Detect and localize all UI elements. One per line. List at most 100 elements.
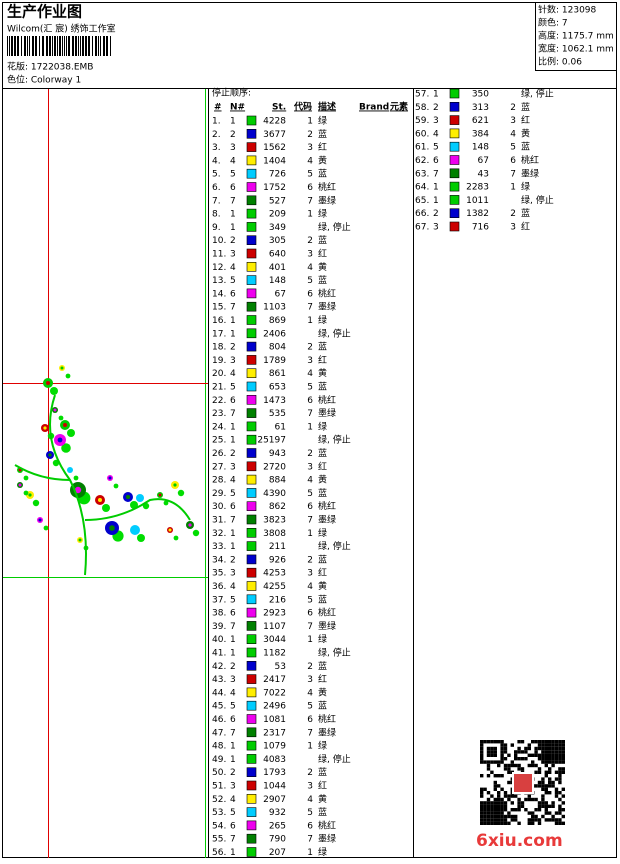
qr-cell <box>534 746 538 751</box>
color-description: 红 <box>318 248 327 260</box>
qr-cell <box>490 808 494 812</box>
stitch-count: 2496 <box>263 702 286 712</box>
qr-cell <box>537 808 542 812</box>
qr-cell <box>544 770 548 774</box>
color-code: 5 <box>307 383 313 393</box>
stop-number: 59. <box>415 116 429 126</box>
color-swatch <box>449 221 460 232</box>
flower-center <box>74 486 82 494</box>
qr-cell <box>490 801 494 805</box>
needle-number: 7 <box>230 835 236 845</box>
stop-number: 51. <box>212 782 226 792</box>
bar-stripe <box>78 36 79 56</box>
needle-number: 2 <box>433 103 439 113</box>
qr-cell <box>544 753 548 757</box>
qr-cell <box>514 763 518 768</box>
qr-cell <box>486 767 491 771</box>
qr-cell <box>503 791 508 795</box>
qr-cell <box>514 818 518 822</box>
stitch-count: 640 <box>269 250 286 260</box>
needle-number: 1 <box>433 196 439 206</box>
qr-cell <box>541 784 545 788</box>
stop-number: 28. <box>212 476 226 486</box>
info-line: 高度: 1175.7 mm <box>538 30 614 42</box>
color-description: 绿 <box>318 115 327 127</box>
stop-number: 66. <box>415 209 429 219</box>
color-swatch <box>246 488 257 498</box>
info-line: 宽度: 1062.1 mm <box>538 43 614 55</box>
stop-number: 53. <box>212 808 226 818</box>
qr-cell <box>493 750 497 754</box>
qr-cell <box>531 814 535 819</box>
stop-number: 54. <box>212 821 226 831</box>
qr-cell <box>534 753 538 757</box>
color-code: 1 <box>307 742 313 752</box>
color-swatch <box>246 501 257 512</box>
qr-cell <box>554 811 559 815</box>
flower-center <box>126 495 130 499</box>
stitch-count: 4390 <box>263 489 286 499</box>
color-swatch <box>449 168 460 179</box>
qr-cell <box>500 743 504 747</box>
qr-cell <box>531 811 535 815</box>
color-description: 桃红 <box>318 713 336 725</box>
color-description: 桃红 <box>318 819 336 831</box>
stop-number: 31. <box>212 516 226 526</box>
color-code: 6 <box>510 156 516 166</box>
qr-cell <box>486 818 491 822</box>
qr-cell <box>548 818 552 822</box>
color-code: 2 <box>307 236 313 246</box>
qr-cell <box>493 821 497 825</box>
stop-number: 35. <box>212 569 226 579</box>
info-line: 针数: 123098 <box>538 4 597 16</box>
qr-cell <box>548 791 552 795</box>
qr-cell <box>558 818 562 822</box>
color-swatch <box>246 142 257 152</box>
color-description: 蓝 <box>318 700 327 712</box>
flower-center <box>28 493 32 497</box>
qr-cell <box>493 760 497 764</box>
qr-cell <box>544 784 548 788</box>
qr-cell <box>541 787 545 791</box>
needle-number: 1 <box>230 316 236 326</box>
stitch-count: 527 <box>269 196 286 206</box>
needle-number: 1 <box>433 183 439 193</box>
qr-cell <box>480 757 484 761</box>
qr-cell <box>527 821 531 825</box>
qr-cell <box>514 814 518 819</box>
needle-number: 1 <box>230 649 236 659</box>
qr-cell <box>493 787 497 791</box>
qr-cell <box>558 743 562 747</box>
color-swatch <box>246 155 257 166</box>
flower-center <box>158 493 162 497</box>
color-swatch <box>246 740 257 751</box>
stem <box>58 415 64 421</box>
stem <box>50 387 58 395</box>
color-swatch <box>246 408 257 418</box>
color-description: 蓝 <box>521 207 530 219</box>
color-description: 红 <box>318 460 327 472</box>
color-swatch <box>246 514 257 525</box>
color-description: 红 <box>318 354 327 366</box>
needle-number: 1 <box>230 742 236 752</box>
qr-cell <box>561 787 565 791</box>
table-title: 停止顺序: <box>212 87 251 99</box>
needle-number: 6 <box>230 183 236 193</box>
qr-cell <box>544 757 548 761</box>
qr-cell <box>534 763 538 768</box>
qr-cell <box>527 753 531 757</box>
qr-cell <box>500 811 504 815</box>
stop-number: 25. <box>212 436 226 446</box>
color-description: 墨绿 <box>318 407 336 419</box>
color-code: 5 <box>307 808 313 818</box>
color-swatch <box>246 527 257 538</box>
qr-cell <box>551 743 555 747</box>
color-description: 蓝 <box>318 806 327 818</box>
color-description: 蓝 <box>318 381 327 393</box>
color-description: 黄 <box>521 127 530 139</box>
qr-cell <box>541 743 545 747</box>
stop-number: 60. <box>415 129 429 139</box>
bar-stripe <box>75 36 77 56</box>
qr-cell <box>503 746 508 751</box>
qr-cell <box>534 818 538 822</box>
